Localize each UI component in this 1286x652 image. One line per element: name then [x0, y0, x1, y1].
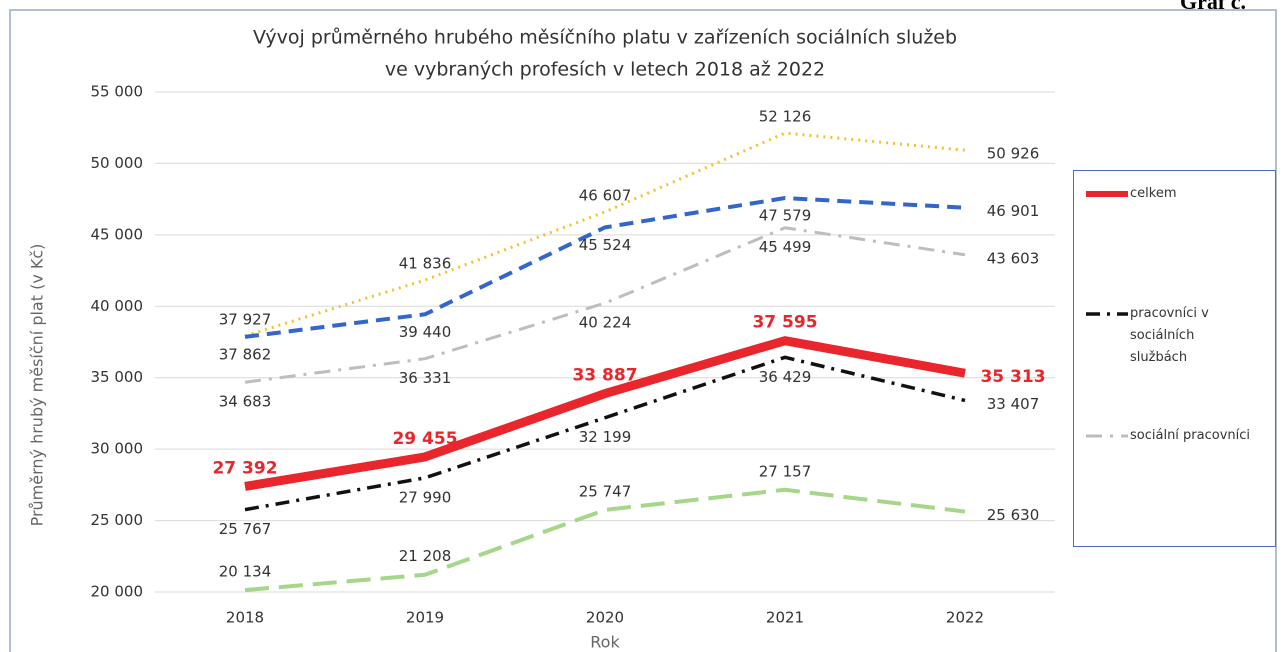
legend-label: celkem [1130, 186, 1177, 201]
data-label: 37 862 [219, 345, 272, 363]
y-tick-label: 25 000 [91, 511, 144, 529]
y-tick-label: 20 000 [91, 583, 144, 601]
data-label: 47 579 [759, 207, 812, 225]
x-tick-label: 2019 [406, 609, 444, 627]
data-label: 35 313 [980, 367, 1045, 387]
data-label: 33 407 [987, 395, 1040, 413]
data-label: 45 499 [759, 238, 812, 256]
corner-label: Graf č. [1180, 0, 1246, 14]
data-label: 37 927 [219, 310, 272, 328]
data-label: 25 747 [579, 482, 632, 500]
data-label: 36 429 [759, 368, 812, 386]
series-line [244, 196, 966, 339]
legend-label: pracovníci v sociálních službách [1130, 306, 1209, 365]
y-tick-label: 30 000 [91, 440, 144, 458]
legend: sociální pracovníci celkem pracovníci v so… [1073, 170, 1276, 547]
data-label: 46 901 [987, 202, 1040, 220]
legend-label: sociální pracovníci [1130, 428, 1251, 443]
y-tick-label: 55 000 [91, 83, 144, 101]
data-label: 25 767 [219, 520, 272, 538]
y-axis-title: Průměrný hrubý měsíční plat (v Kč) [28, 244, 47, 527]
data-label: 39 440 [399, 323, 452, 341]
data-label: 43 603 [987, 249, 1040, 267]
data-label: 41 836 [399, 255, 452, 273]
legend-entry: sociální pracovníci [1084, 425, 1250, 447]
series-line [244, 131, 966, 338]
x-tick-label: 2020 [586, 609, 624, 627]
data-label: 36 331 [399, 369, 452, 387]
y-tick-label: 50 000 [91, 154, 144, 172]
chart-frame [9, 9, 1277, 652]
legend-entry: celkem [1084, 183, 1250, 205]
data-label: 20 134 [219, 563, 272, 581]
data-label: 40 224 [579, 314, 632, 332]
data-label: 27 392 [212, 458, 277, 478]
x-tick-label: 2021 [766, 609, 804, 627]
legend-swatch [1086, 434, 1128, 438]
data-label: 52 126 [759, 108, 812, 126]
chart-title: ve vybraných profesích v letech 2018 až … [385, 59, 825, 81]
y-tick-label: 35 000 [91, 368, 144, 386]
data-label: 29 455 [392, 429, 457, 449]
data-label: 46 607 [579, 186, 632, 204]
y-tick-label: 45 000 [91, 225, 144, 243]
data-label: 37 595 [752, 313, 817, 333]
x-axis-title: Rok [590, 633, 620, 652]
data-label: 32 199 [579, 428, 632, 446]
x-tick-label: 2022 [946, 609, 984, 627]
series-line [244, 336, 966, 491]
legend-swatch [1086, 191, 1128, 197]
y-tick-label: 40 000 [91, 297, 144, 315]
data-label: 34 683 [219, 393, 272, 411]
chart-title: Vývoj průměrného hrubého měsíčního platu… [253, 27, 957, 49]
data-label: 27 990 [399, 488, 452, 506]
data-label: 33 887 [572, 366, 637, 386]
legend-entry: pracovníci v sociálních službách [1084, 303, 1250, 369]
data-label: 25 630 [987, 506, 1040, 524]
series-line [244, 487, 966, 593]
data-label: 21 208 [399, 547, 452, 565]
data-label: 50 926 [987, 145, 1040, 163]
legend-swatch [1086, 312, 1128, 316]
data-label: 27 157 [759, 462, 812, 480]
data-label: 45 524 [579, 236, 632, 254]
x-tick-label: 2018 [226, 609, 264, 627]
series-line [244, 355, 966, 512]
